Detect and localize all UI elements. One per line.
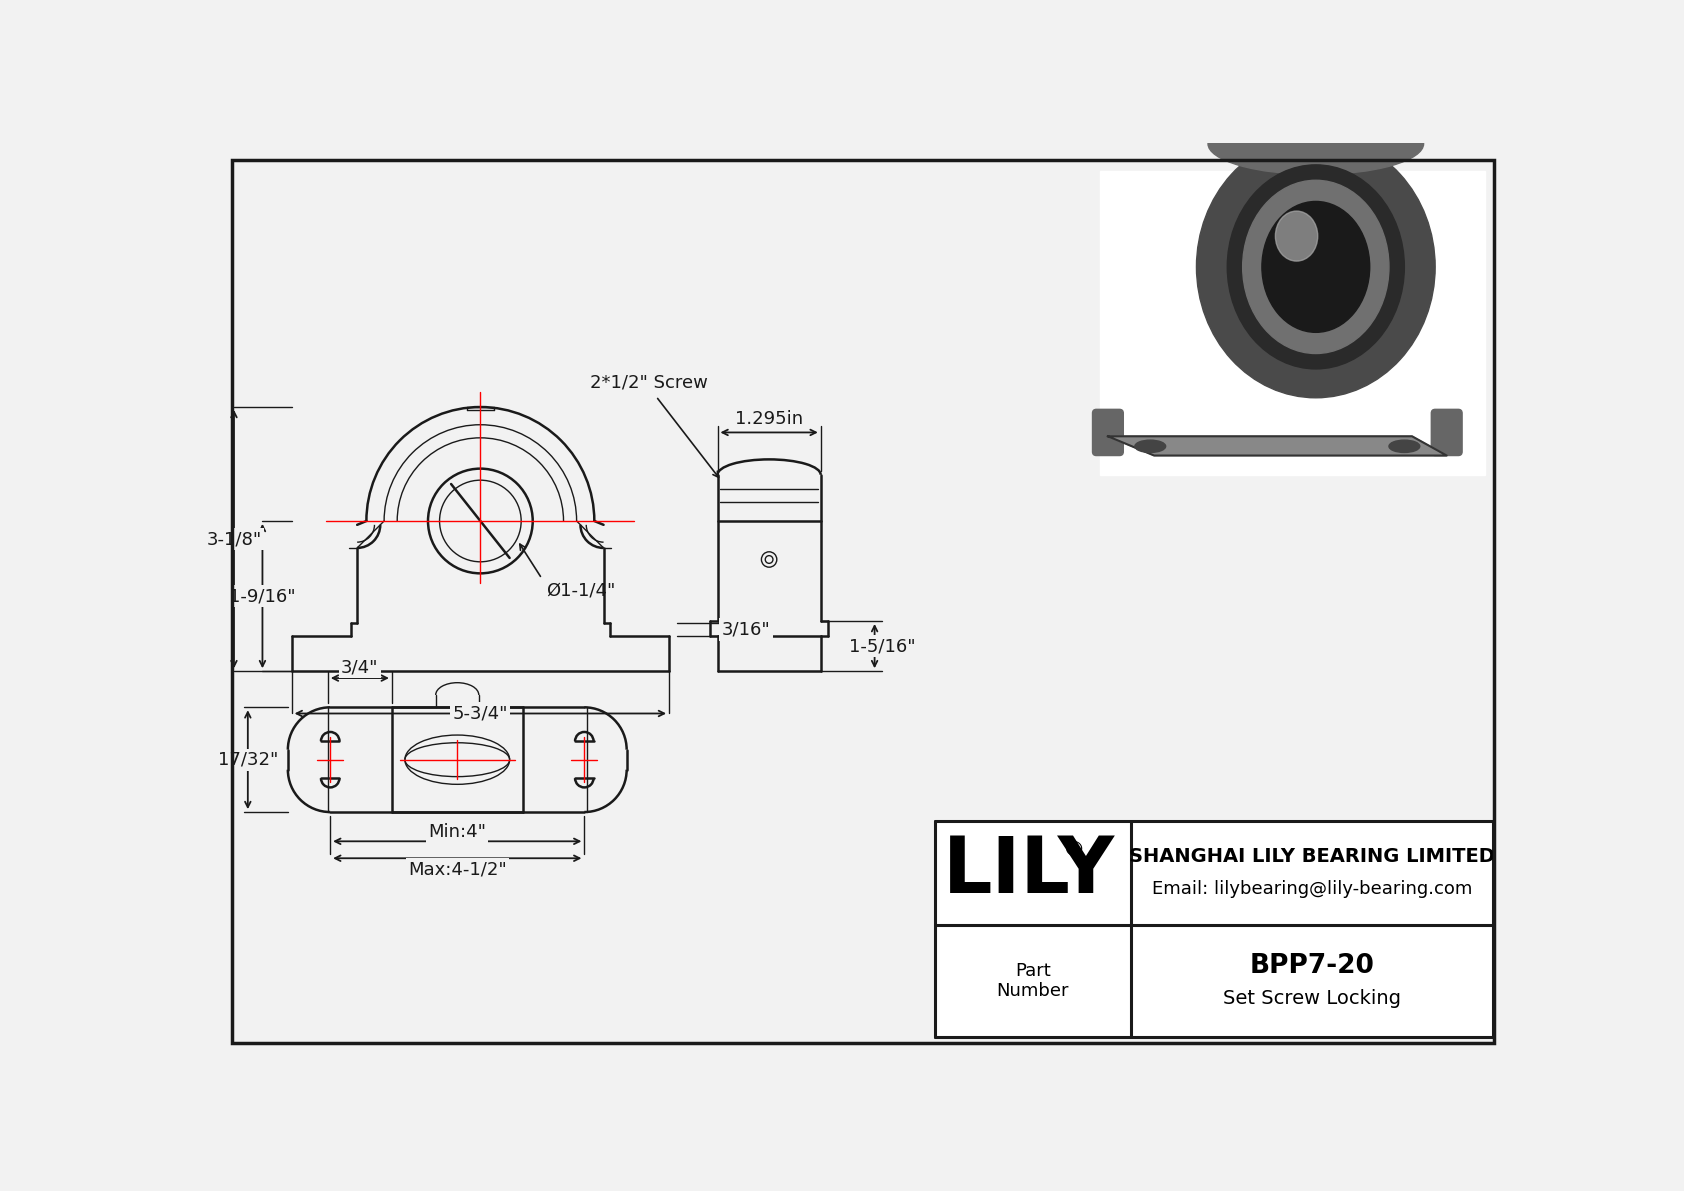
Ellipse shape [1389, 441, 1420, 453]
Text: SHANGHAI LILY BEARING LIMITED: SHANGHAI LILY BEARING LIMITED [1128, 847, 1495, 866]
Text: 2*1/2" Screw: 2*1/2" Screw [591, 374, 709, 392]
Text: Part
Number: Part Number [997, 961, 1069, 1000]
Text: 17/32": 17/32" [217, 750, 278, 768]
Ellipse shape [1261, 201, 1369, 332]
Ellipse shape [1275, 211, 1319, 261]
Ellipse shape [1196, 136, 1435, 398]
Text: Set Screw Locking: Set Screw Locking [1223, 989, 1401, 1008]
Bar [935, 822, 1494, 1037]
Polygon shape [1108, 436, 1447, 455]
Text: Ø1-1/4": Ø1-1/4" [546, 581, 615, 599]
Text: Min:4": Min:4" [428, 823, 487, 841]
Text: BPP7-20: BPP7-20 [1250, 953, 1374, 979]
Text: 1.295in: 1.295in [734, 410, 803, 428]
Text: LILY: LILY [943, 833, 1115, 909]
Text: Email: lilybearing@lily-bearing.com: Email: lilybearing@lily-bearing.com [1152, 880, 1472, 898]
Ellipse shape [1207, 113, 1423, 175]
Text: 1-9/16": 1-9/16" [229, 587, 296, 605]
Ellipse shape [1243, 180, 1389, 354]
Text: 3/16": 3/16" [722, 621, 770, 638]
Ellipse shape [1228, 164, 1404, 369]
Text: 5-3/4": 5-3/4" [453, 705, 509, 723]
Text: Max:4-1/2": Max:4-1/2" [408, 860, 507, 878]
Bar [1100, 170, 1485, 475]
Text: ®: ® [1063, 840, 1084, 860]
Text: 3-1/8": 3-1/8" [207, 530, 261, 548]
Text: 1-5/16": 1-5/16" [849, 637, 916, 655]
Ellipse shape [1135, 441, 1165, 453]
FancyBboxPatch shape [1093, 410, 1123, 455]
FancyBboxPatch shape [1431, 410, 1462, 455]
Text: 3/4": 3/4" [342, 659, 379, 676]
